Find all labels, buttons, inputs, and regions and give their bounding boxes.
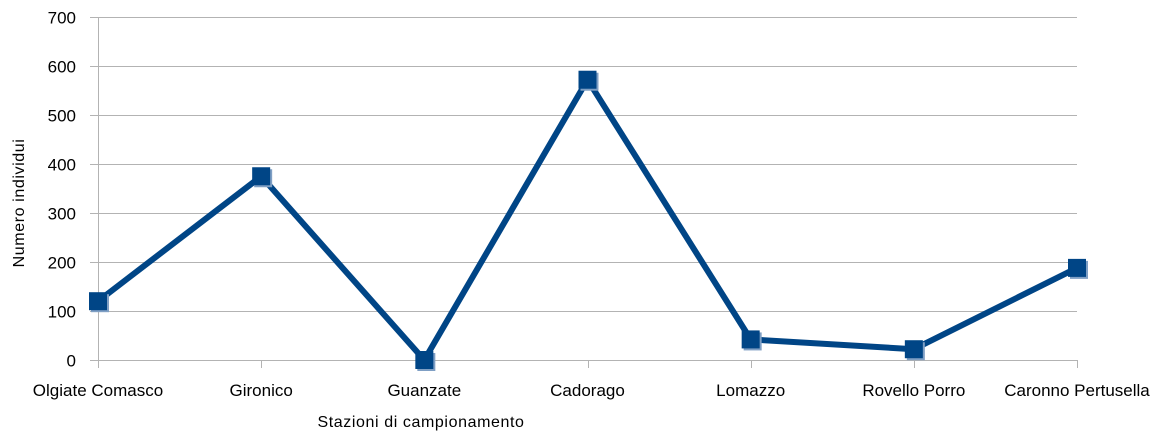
- y-tick-label: 0: [67, 352, 76, 371]
- x-category-label: Lomazzo: [716, 381, 785, 400]
- y-tick-label: 600: [48, 58, 76, 77]
- data-point-marker: [89, 292, 107, 311]
- x-category-label: Guanzate: [387, 381, 461, 400]
- y-tick-label: 100: [48, 303, 76, 322]
- x-category-label: Rovello Porro: [862, 381, 965, 400]
- y-tick-label: 700: [48, 9, 76, 28]
- x-category-label: Caronno Pertusella: [1004, 381, 1150, 400]
- y-tick-label: 500: [48, 107, 76, 126]
- data-point-marker: [415, 351, 434, 369]
- data-point-marker: [1068, 258, 1086, 277]
- y-tick-label: 200: [48, 254, 76, 273]
- series: [89, 70, 1088, 371]
- data-point-marker: [252, 167, 271, 186]
- series-line: [95, 76, 1080, 363]
- axes: [98, 17, 1078, 368]
- x-category-labels: Olgiate Comasco Gironico Guanzate Cadorago L…: [33, 381, 1151, 400]
- data-point-marker: [741, 330, 760, 349]
- gridlines: [90, 17, 1077, 361]
- data-point-marker: [578, 70, 597, 89]
- x-category-label: Olgiate Comasco: [33, 381, 163, 400]
- y-tick-label: 300: [48, 205, 76, 224]
- data-point-marker: [904, 340, 923, 359]
- x-category-label: Gironico: [230, 381, 293, 400]
- y-tick-labels: 0 100 200 300 400 500 600 700: [48, 9, 76, 371]
- x-category-label: Cadorago: [550, 381, 625, 400]
- y-axis-title: Numero individui: [11, 139, 28, 268]
- x-axis-title: Stazioni di campionamento: [317, 414, 524, 431]
- y-tick-label: 400: [48, 156, 76, 175]
